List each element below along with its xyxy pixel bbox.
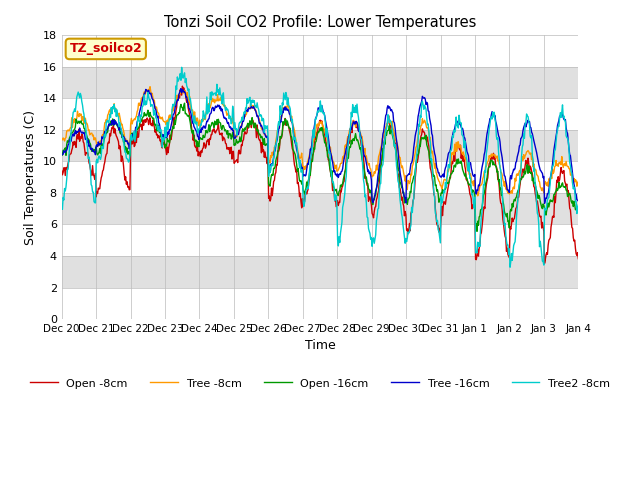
Open -16cm (120, 138, 128, 144)
Tree -16cm (67, 138, 75, 144)
Open -16cm (58, 150, 65, 156)
Tree -8cm (146, 84, 154, 90)
Bar (61, 256, 579, 288)
Tree -8cm (67, 125, 75, 131)
Tree2 -8cm (67, 130, 75, 135)
Tree -16cm (58, 152, 65, 158)
Open -16cm (173, 112, 180, 118)
Line: Tree2 -8cm: Tree2 -8cm (61, 67, 579, 267)
Tree -16cm (201, 125, 209, 131)
Line: Open -16cm: Open -16cm (61, 103, 579, 231)
Tree2 -8cm (399, 215, 406, 220)
Open -8cm (383, 121, 391, 127)
Bar (61, 36, 579, 67)
Open -8cm (399, 194, 406, 200)
Tree -8cm (399, 163, 406, 169)
Open -8cm (575, 256, 582, 262)
Open -8cm (67, 151, 75, 156)
Legend: Open -8cm, Tree -8cm, Open -16cm, Tree -16cm, Tree2 -8cm: Open -8cm, Tree -8cm, Open -16cm, Tree -… (26, 374, 614, 393)
Open -16cm (473, 228, 481, 234)
Bar (61, 288, 579, 319)
Tree -16cm (120, 134, 128, 140)
Tree2 -8cm (173, 86, 180, 92)
Line: Open -8cm: Open -8cm (61, 86, 579, 264)
Bar (61, 98, 579, 130)
Tree -8cm (383, 122, 391, 128)
Line: Tree -8cm: Tree -8cm (61, 87, 579, 196)
Open -8cm (541, 261, 548, 266)
Open -16cm (201, 134, 209, 140)
Tree2 -8cm (506, 264, 514, 270)
Tree2 -8cm (201, 116, 209, 122)
Tree -16cm (575, 198, 582, 204)
Tree2 -8cm (120, 144, 128, 149)
Tree -16cm (541, 201, 548, 206)
Open -16cm (399, 184, 406, 190)
Tree2 -8cm (575, 202, 582, 208)
Bar (61, 130, 579, 161)
Bar (61, 193, 579, 225)
Open -8cm (179, 83, 186, 89)
Bar (61, 161, 579, 193)
Line: Tree -16cm: Tree -16cm (61, 89, 579, 204)
Open -8cm (201, 141, 209, 147)
Open -16cm (383, 128, 391, 134)
Tree -16cm (399, 183, 406, 189)
Tree -16cm (177, 86, 185, 92)
Open -8cm (58, 168, 65, 174)
Title: Tonzi Soil CO2 Profile: Lower Temperatures: Tonzi Soil CO2 Profile: Lower Temperatur… (164, 15, 476, 30)
Tree -8cm (201, 115, 209, 121)
Tree -8cm (474, 193, 481, 199)
Y-axis label: Soil Temperatures (C): Soil Temperatures (C) (24, 110, 37, 245)
Tree -16cm (173, 99, 180, 105)
Open -16cm (67, 131, 75, 136)
Open -16cm (180, 100, 188, 106)
Bar (61, 225, 579, 256)
X-axis label: Time: Time (305, 339, 335, 352)
Tree -16cm (383, 105, 391, 111)
Open -8cm (120, 170, 128, 176)
Tree -8cm (173, 96, 181, 102)
Tree -8cm (120, 131, 128, 137)
Bar (61, 67, 579, 98)
Open -16cm (575, 209, 582, 215)
Text: TZ_soilco2: TZ_soilco2 (69, 42, 142, 55)
Open -8cm (173, 105, 180, 110)
Tree2 -8cm (58, 201, 65, 206)
Tree2 -8cm (383, 121, 391, 127)
Tree -8cm (58, 137, 65, 143)
Tree -8cm (575, 179, 582, 184)
Tree2 -8cm (178, 64, 186, 70)
